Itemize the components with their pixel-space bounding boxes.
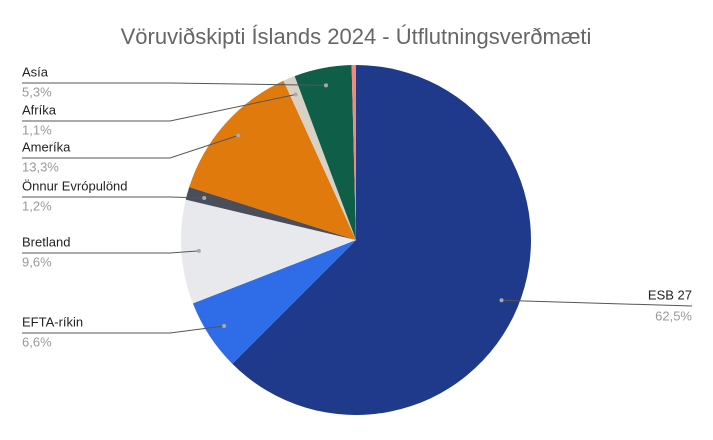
leader-dot bbox=[324, 83, 329, 88]
leader-dot bbox=[196, 248, 201, 253]
pie-slice bbox=[181, 199, 356, 304]
label-value: 1,1% bbox=[22, 122, 52, 137]
label-value: 9,6% bbox=[22, 254, 52, 269]
label-value: 5,3% bbox=[22, 84, 52, 99]
label-name: Afríka bbox=[22, 102, 57, 117]
leader-dot bbox=[236, 133, 241, 138]
pie-slice bbox=[294, 65, 356, 240]
leader-dot bbox=[202, 195, 207, 200]
pie-slice bbox=[232, 65, 531, 415]
leader-dot bbox=[222, 324, 227, 329]
leader-line bbox=[22, 134, 239, 159]
leader-line bbox=[22, 93, 296, 122]
label-name: Bretland bbox=[22, 234, 70, 249]
label-value: 1,2% bbox=[22, 198, 52, 213]
label-name: Ameríka bbox=[22, 139, 71, 154]
leader-line bbox=[501, 299, 693, 307]
label-value: 6,6% bbox=[22, 334, 52, 349]
label-name: Asía bbox=[22, 64, 49, 79]
leader-line bbox=[22, 196, 205, 199]
leader-line bbox=[22, 250, 199, 254]
leader-line bbox=[22, 325, 225, 334]
label-value: 13,3% bbox=[22, 159, 59, 174]
leader-dot bbox=[293, 92, 298, 97]
pie-slice bbox=[185, 186, 356, 240]
label-name: EFTA-ríkin bbox=[22, 314, 83, 329]
label-name: Önnur Evrópulönd bbox=[22, 178, 128, 193]
label-value: 62,5% bbox=[655, 308, 692, 323]
leader-line bbox=[22, 82, 327, 86]
label-name: ESB 27 bbox=[648, 287, 692, 302]
chart-title: Vöruviðskipti Íslands 2024 - Útflutnings… bbox=[121, 24, 592, 49]
pie-slice bbox=[351, 65, 356, 240]
leader-dot bbox=[499, 298, 504, 303]
pie-slice bbox=[283, 76, 356, 241]
pie-slice bbox=[189, 80, 356, 241]
pie-slice bbox=[192, 240, 356, 364]
